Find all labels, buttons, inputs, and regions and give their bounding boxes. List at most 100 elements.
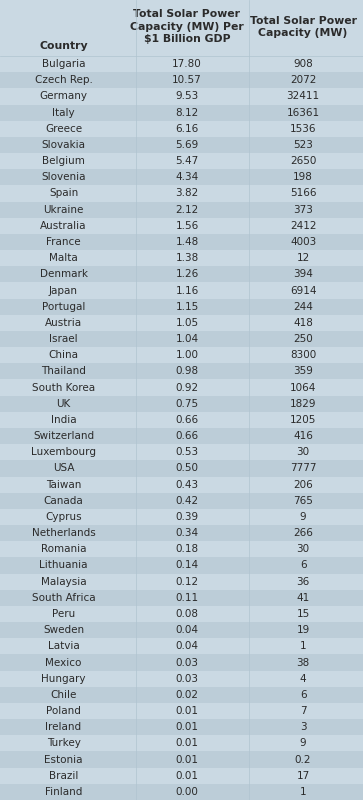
Text: 1.26: 1.26 [175,270,199,279]
Text: 7777: 7777 [290,463,317,474]
Text: 206: 206 [293,480,313,490]
Text: 373: 373 [293,205,313,214]
Bar [0,56,363,72]
Bar [0,460,363,477]
Text: 6: 6 [300,690,306,700]
Text: UK: UK [56,398,71,409]
Text: Switzerland: Switzerland [33,431,94,441]
Text: Finland: Finland [45,787,82,797]
Text: 418: 418 [293,318,313,328]
Text: 7: 7 [300,706,306,716]
Text: 1536: 1536 [290,124,317,134]
Text: Germany: Germany [40,91,87,102]
Text: China: China [49,350,78,360]
Text: 8300: 8300 [290,350,316,360]
Text: 1.05: 1.05 [175,318,199,328]
Text: 1064: 1064 [290,382,316,393]
Text: 0.01: 0.01 [175,738,199,748]
Bar [0,282,363,298]
Bar [0,493,363,509]
Bar [0,686,363,703]
Text: 8.12: 8.12 [175,108,199,118]
Text: Turkey: Turkey [46,738,81,748]
Text: 0.50: 0.50 [175,463,199,474]
Text: 4: 4 [300,674,306,684]
Text: 6: 6 [300,561,306,570]
Text: Hungary: Hungary [41,674,86,684]
Text: South Africa: South Africa [32,593,95,603]
Bar [0,703,363,719]
Bar [0,751,363,768]
Text: 908: 908 [293,59,313,69]
Text: 250: 250 [293,334,313,344]
Bar [0,331,363,347]
Text: Japan: Japan [49,286,78,295]
Text: 0.08: 0.08 [175,609,199,619]
Text: Belgium: Belgium [42,156,85,166]
Bar [0,719,363,735]
Text: Poland: Poland [46,706,81,716]
Text: 0.2: 0.2 [295,754,311,765]
Bar [0,590,363,606]
Bar [0,784,363,800]
Text: 0.12: 0.12 [175,577,199,586]
Bar [0,298,363,314]
Text: Sweden: Sweden [43,625,84,635]
Bar [0,638,363,654]
Text: Austria: Austria [45,318,82,328]
Text: Spain: Spain [49,189,78,198]
Text: Denmark: Denmark [40,270,87,279]
Text: 17: 17 [297,770,310,781]
Text: 3: 3 [300,722,306,732]
Bar [0,137,363,153]
Bar [0,218,363,234]
Bar [0,170,363,186]
Text: 0.98: 0.98 [175,366,199,376]
Text: Taiwan: Taiwan [46,480,81,490]
Text: Slovakia: Slovakia [41,140,86,150]
Bar [0,379,363,396]
Bar [0,735,363,751]
Bar [0,574,363,590]
Text: Total Solar Power
Capacity (MW) Per
$1 Billion GDP: Total Solar Power Capacity (MW) Per $1 B… [130,10,244,44]
Text: 0.66: 0.66 [175,415,199,425]
Text: 41: 41 [297,593,310,603]
Text: 0.53: 0.53 [175,447,199,458]
Bar [0,314,363,331]
Text: 0.42: 0.42 [175,496,199,506]
Text: Romania: Romania [41,544,86,554]
Text: 38: 38 [297,658,310,667]
Text: Thailand: Thailand [41,366,86,376]
Text: Malaysia: Malaysia [41,577,86,586]
Bar [0,363,363,379]
Bar [0,202,363,218]
Text: 1.48: 1.48 [175,237,199,247]
Text: 1.04: 1.04 [175,334,199,344]
Text: 15: 15 [297,609,310,619]
Text: Greece: Greece [45,124,82,134]
Text: Czech Rep.: Czech Rep. [34,75,93,86]
Text: Ireland: Ireland [45,722,82,732]
Text: 0.34: 0.34 [175,528,199,538]
Text: 2412: 2412 [290,221,317,231]
Text: 5166: 5166 [290,189,317,198]
Text: 1: 1 [300,787,306,797]
Text: 17.80: 17.80 [172,59,202,69]
Text: Mexico: Mexico [45,658,82,667]
Text: 2650: 2650 [290,156,316,166]
Bar [0,72,363,88]
Text: 523: 523 [293,140,313,150]
Text: 19: 19 [297,625,310,635]
Text: 4003: 4003 [290,237,316,247]
Text: 0.18: 0.18 [175,544,199,554]
Bar [0,88,363,105]
Bar [0,266,363,282]
Text: 0.04: 0.04 [175,625,199,635]
Text: 1205: 1205 [290,415,316,425]
Bar [0,105,363,121]
Bar [0,477,363,493]
Bar [0,622,363,638]
Text: Latvia: Latvia [48,642,79,651]
Text: 0.39: 0.39 [175,512,199,522]
Bar [0,186,363,202]
